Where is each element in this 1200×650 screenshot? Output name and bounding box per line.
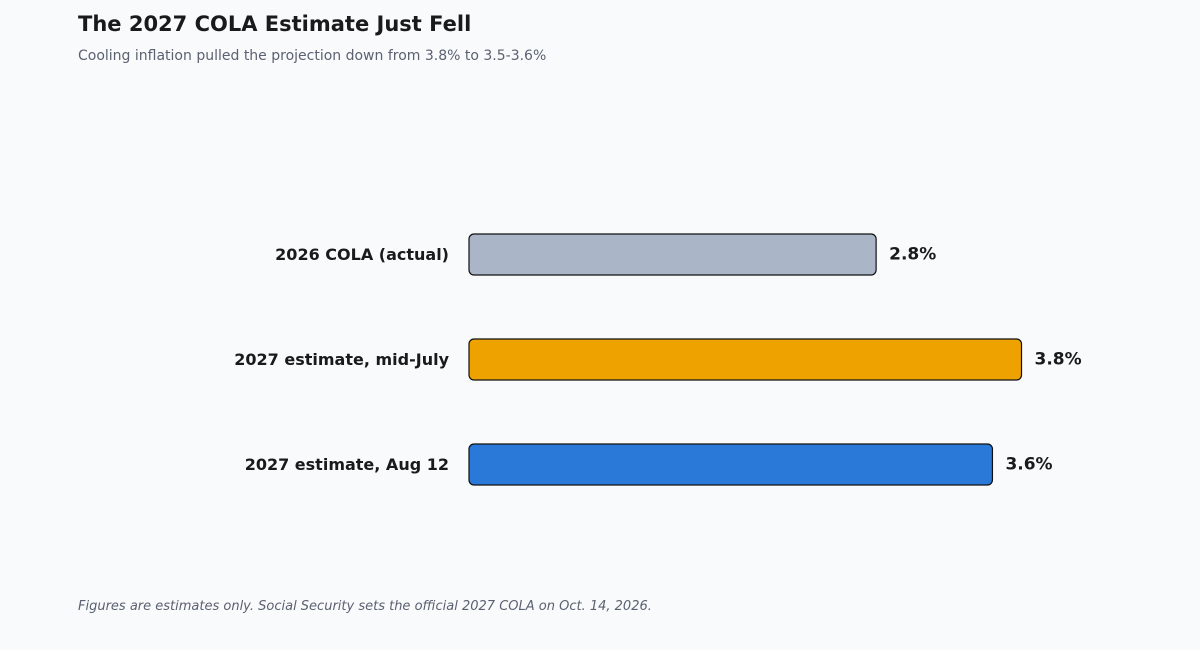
category-label-2: 2027 estimate, Aug 12 bbox=[245, 455, 449, 474]
chart-subtitle: Cooling inflation pulled the projection … bbox=[78, 48, 547, 64]
bar-2 bbox=[468, 443, 994, 486]
value-label-2: 3.6% bbox=[1005, 455, 1052, 475]
chart-footnote: Figures are estimates only. Social Secur… bbox=[78, 599, 652, 614]
value-label-1: 3.8% bbox=[1035, 350, 1082, 370]
bar-0 bbox=[468, 233, 877, 276]
category-label-1: 2027 estimate, mid-July bbox=[234, 350, 449, 369]
value-label-0: 2.8% bbox=[889, 245, 936, 265]
bar-1 bbox=[468, 338, 1023, 381]
category-label-0: 2026 COLA (actual) bbox=[275, 245, 449, 264]
chart-title: The 2027 COLA Estimate Just Fell bbox=[78, 12, 472, 36]
